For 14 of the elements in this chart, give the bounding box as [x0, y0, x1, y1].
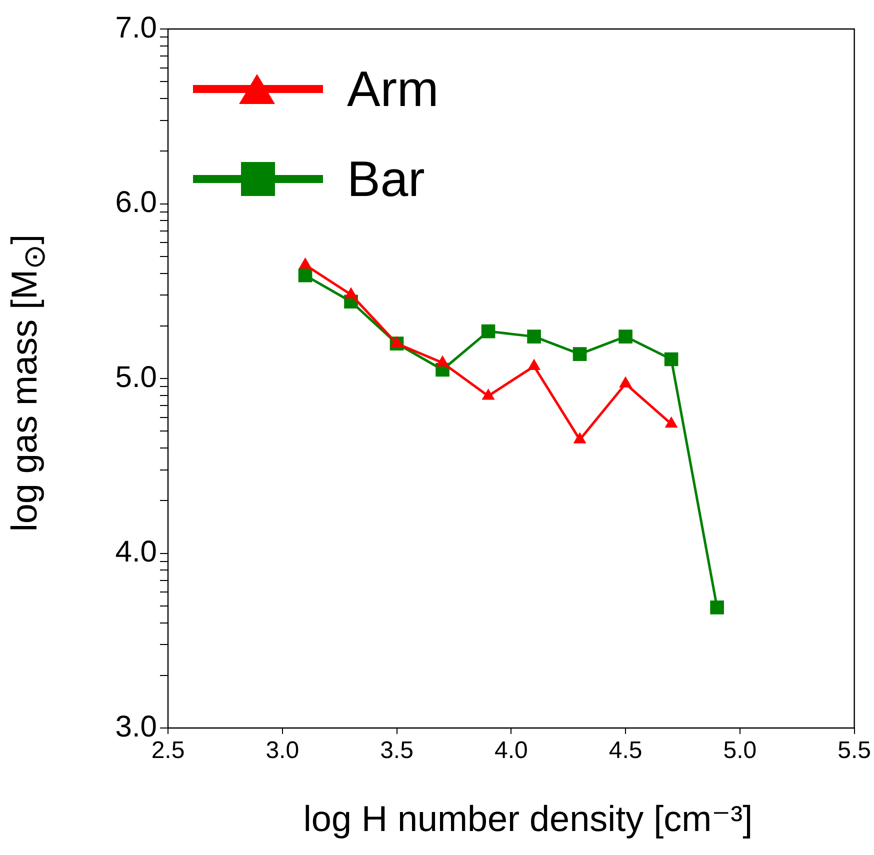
y-tick-label: 6.0 — [115, 186, 157, 220]
y-tick-label: 4.0 — [115, 536, 157, 569]
x-tick-label: 3.0 — [266, 737, 300, 764]
y-tick-label: 7.0 — [115, 11, 157, 44]
x-tick-label: 5.0 — [723, 737, 757, 764]
x-tick-label: 5.5 — [838, 737, 872, 764]
x-tick-label: 4.0 — [494, 737, 528, 764]
x-tick-label: 3.5 — [380, 737, 414, 764]
x-tick-label: 4.5 — [608, 737, 642, 764]
legend-label: Bar — [347, 150, 425, 208]
x-axis-title: log H number density [cm⁻³] — [303, 798, 753, 840]
y-tick-label: 5.0 — [115, 360, 157, 394]
legend-label: Arm — [347, 60, 439, 118]
x-tick-label: 2.5 — [151, 737, 185, 764]
